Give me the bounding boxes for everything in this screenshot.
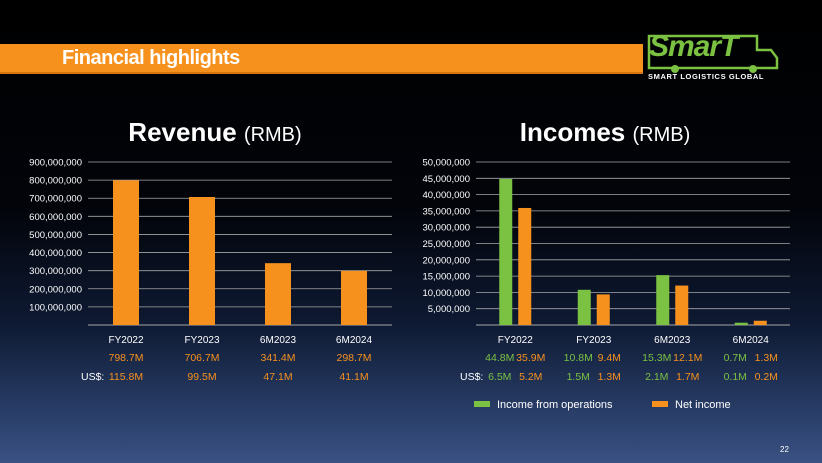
revenue-usd-label: 99.5M [187, 371, 216, 383]
revenue-usd-label: 115.8M [109, 371, 143, 383]
revenue-bar [189, 197, 215, 325]
incomes-x-tick-label: 6M2024 [733, 335, 770, 346]
incomes-usd-label: 1.5M [567, 371, 590, 383]
incomes-usd-label: 1.7M [676, 371, 699, 383]
incomes-y-tick-label: 50,000,000 [422, 158, 470, 169]
incomes-title-text: Incomes [519, 117, 626, 147]
truck-icon [647, 34, 779, 73]
incomes-usd-label: 1.3M [598, 371, 621, 383]
revenue-y-tick-label: 600,000,000 [29, 212, 82, 223]
revenue-rmb-label: 298.7M [336, 352, 371, 364]
title-banner: Financial highlights [0, 44, 643, 74]
legend-net-swatch [652, 401, 668, 407]
incomes-x-tick-label: FY2022 [498, 335, 533, 346]
revenue-rmb-label: 341.4M [260, 352, 295, 364]
incomes-operations-bar [577, 289, 591, 325]
incomes-operations-bar [499, 178, 513, 325]
logo-subtitle: SMART LOGISTICS GLOBAL [648, 72, 765, 81]
incomes-net-bar [518, 207, 532, 325]
revenue-x-tick-label: 6M2023 [260, 335, 297, 346]
revenue-x-tick-label: FY2022 [108, 335, 143, 346]
incomes-x-tick-label: 6M2023 [654, 335, 691, 346]
incomes-usd-label: 6.5M [488, 371, 511, 383]
incomes-rmb-label: 1.3M [755, 352, 778, 364]
incomes-y-tick-label: 45,000,000 [422, 174, 470, 185]
revenue-y-tick-label: 400,000,000 [29, 248, 82, 259]
revenue-chart-title: Revenue (RMB) [110, 117, 320, 148]
revenue-x-tick-label: FY2023 [184, 335, 219, 346]
revenue-usd-label: 47.1M [263, 371, 292, 383]
revenue-y-tick-label: 100,000,000 [29, 302, 82, 313]
incomes-usd-prefix: US$: [460, 371, 483, 383]
incomes-rmb-label: 15.3M [642, 352, 671, 364]
revenue-bar [341, 270, 367, 325]
incomes-usd-label: 0.1M [724, 371, 747, 383]
incomes-y-tick-label: 35,000,000 [422, 206, 470, 217]
revenue-y-tick-label: 300,000,000 [29, 266, 82, 277]
incomes-x-tick-label: FY2023 [576, 335, 611, 346]
revenue-title-unit: (RMB) [243, 124, 302, 146]
incomes-rmb-label: 44.8M [485, 352, 514, 364]
company-logo: SmarT SMART LOGISTICS GLOBAL [645, 28, 780, 88]
incomes-net-bar [675, 285, 689, 325]
incomes-operations-bar [656, 275, 670, 325]
incomes-y-tick-label: 25,000,000 [422, 239, 470, 250]
revenue-y-tick-label: 500,000,000 [29, 230, 82, 241]
logo-wordmark: SmarT [649, 30, 738, 63]
incomes-usd-label: 2.1M [645, 371, 668, 383]
legend-operations-label: Income from operations [497, 399, 613, 411]
incomes-y-tick-label: 20,000,000 [422, 255, 470, 266]
incomes-rmb-label: 35.9M [516, 352, 545, 364]
revenue-usd-label: 41.1M [339, 371, 368, 383]
incomes-usd-label: 5.2M [519, 371, 542, 383]
revenue-x-tick-label: 6M2024 [336, 335, 373, 346]
revenue-y-tick-label: 200,000,000 [29, 284, 82, 295]
incomes-y-tick-label: 30,000,000 [422, 223, 470, 234]
incomes-rmb-label: 12.1M [673, 352, 702, 364]
incomes-y-tick-label: 15,000,000 [422, 272, 470, 283]
incomes-net-bar [753, 320, 767, 325]
incomes-usd-label: 0.2M [755, 371, 778, 383]
incomes-operations-bar [734, 322, 748, 325]
incomes-y-tick-label: 10,000,000 [422, 288, 470, 299]
incomes-y-tick-label: 40,000,000 [422, 190, 470, 201]
incomes-rmb-label: 10.8M [564, 352, 593, 364]
incomes-rmb-label: 0.7M [724, 352, 747, 364]
incomes-y-tick-label: 5,000,000 [428, 304, 470, 315]
legend-operations-swatch [474, 401, 490, 407]
revenue-y-tick-label: 800,000,000 [29, 176, 82, 187]
slide-title: Financial highlights [62, 47, 240, 69]
revenue-y-tick-label: 700,000,000 [29, 194, 82, 205]
incomes-rmb-label: 9.4M [598, 352, 621, 364]
revenue-usd-prefix: US$: [81, 371, 104, 383]
page-number: 22 [780, 445, 789, 454]
revenue-y-tick-label: 900,000,000 [29, 158, 82, 169]
incomes-title-unit: (RMB) [632, 124, 691, 146]
revenue-rmb-label: 798.7M [108, 352, 143, 364]
revenue-rmb-label: 706.7M [184, 352, 219, 364]
legend-net-label: Net income [675, 399, 731, 411]
incomes-chart-title: Incomes (RMB) [500, 117, 710, 148]
revenue-bar [113, 180, 139, 325]
revenue-title-text: Revenue [128, 117, 237, 147]
revenue-bar [265, 263, 291, 325]
incomes-net-bar [596, 294, 610, 325]
